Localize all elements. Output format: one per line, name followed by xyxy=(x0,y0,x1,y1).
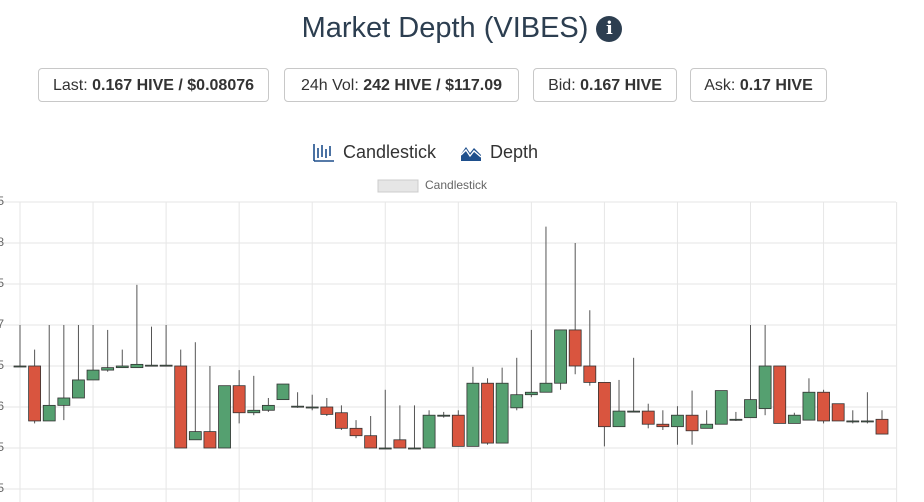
candle-body xyxy=(115,365,129,369)
stat-box: 24h Vol: 242 HIVE / $117.09 xyxy=(284,68,519,102)
candle-body xyxy=(831,403,845,422)
candlestick-icon xyxy=(313,144,334,162)
title-row: Market Depth (VIBES) i xyxy=(0,12,924,45)
candle-body xyxy=(72,379,85,399)
stat-box: Last: 0.167 HIVE / $0.08076 xyxy=(38,68,269,102)
stat-value: 242 HIVE / $117.09 xyxy=(363,77,503,94)
tab-label: Candlestick xyxy=(343,142,437,162)
candle-body xyxy=(232,385,246,414)
legend-swatch xyxy=(377,179,419,193)
candle-body xyxy=(860,420,874,423)
candle-body xyxy=(159,364,173,367)
candle-body xyxy=(524,391,538,396)
candle-body xyxy=(86,369,100,381)
candle-body xyxy=(393,439,407,449)
candle-body xyxy=(714,390,728,425)
tab-depth[interactable]: Depth xyxy=(460,140,538,164)
candle-body xyxy=(378,447,392,450)
candle-body xyxy=(364,435,378,449)
stat-label: Ask: xyxy=(704,77,736,94)
depth-icon xyxy=(460,147,482,161)
candle-body xyxy=(130,363,144,369)
page-title: Market Depth (VIBES) xyxy=(301,12,589,44)
candle-body xyxy=(554,329,567,384)
candle-body xyxy=(685,414,699,432)
candle-body xyxy=(802,391,816,421)
stat-value: 0.167 HIVE / $0.08076 xyxy=(92,77,255,94)
info-icon[interactable]: i xyxy=(596,16,623,42)
candle-body xyxy=(320,406,334,415)
candle-body xyxy=(700,423,714,429)
candle-body xyxy=(846,420,860,423)
candle-body xyxy=(875,418,889,435)
candle-body xyxy=(598,381,611,428)
stat-value: 0.17 HIVE xyxy=(739,77,813,94)
y-tick-label: 0.175 xyxy=(0,276,4,290)
legend-label: Candlestick xyxy=(425,178,488,192)
candle-body xyxy=(335,412,348,429)
candle-body xyxy=(583,365,597,383)
candle-body xyxy=(57,397,71,406)
candle-body xyxy=(568,329,582,367)
candle-body xyxy=(437,414,451,417)
candle-body xyxy=(539,382,553,393)
candle-body xyxy=(671,414,684,428)
y-tick-label: 0.15 xyxy=(0,481,4,495)
candle-body xyxy=(174,365,188,449)
candle-body xyxy=(13,365,27,368)
candle-body xyxy=(145,364,158,367)
candle-body xyxy=(510,394,524,409)
candle-body xyxy=(495,382,509,444)
candle-body xyxy=(188,431,202,441)
candle-body xyxy=(817,391,830,422)
y-tick-label: 0.165 xyxy=(0,358,4,372)
stat-label: 24h Vol: xyxy=(300,77,359,94)
stat-box: Bid: 0.167 HIVE xyxy=(533,68,677,102)
candle-body xyxy=(627,410,641,413)
candle-body xyxy=(787,414,801,424)
candle-body xyxy=(422,414,436,449)
stat-label: Bid: xyxy=(548,77,576,94)
candle-body xyxy=(203,431,217,449)
candle-body xyxy=(305,406,319,409)
candle-body xyxy=(42,404,56,422)
candle-body xyxy=(408,447,421,450)
y-tick-label: 0.17 xyxy=(0,317,4,331)
tab-label: Depth xyxy=(490,142,539,162)
candle-body xyxy=(466,382,480,447)
candle-body xyxy=(247,409,261,414)
candle-body xyxy=(758,365,772,410)
stat-label: Last: xyxy=(52,77,88,94)
candle-body xyxy=(744,399,757,419)
candle-body xyxy=(481,382,494,444)
candle-body xyxy=(773,365,787,424)
candle-body xyxy=(276,383,290,401)
y-tick-label: 0.155 xyxy=(0,440,4,454)
y-tick-label: 0.185 xyxy=(0,194,4,208)
candle-body xyxy=(641,410,655,425)
candle-body xyxy=(612,410,626,428)
candle-body xyxy=(261,404,275,411)
candle-body xyxy=(349,427,363,437)
candle-body xyxy=(291,405,304,408)
y-tick-label: 0.18 xyxy=(0,235,4,249)
candle-body xyxy=(101,367,115,371)
candle-body xyxy=(656,423,670,428)
candle-body xyxy=(28,365,42,422)
tab-candlestick[interactable]: Candlestick xyxy=(313,140,436,164)
candle-body xyxy=(218,385,231,449)
candle-body xyxy=(729,418,743,421)
stat-value: 0.167 HIVE xyxy=(580,77,662,94)
candle-body xyxy=(451,414,465,447)
stat-box: Ask: 0.17 HIVE xyxy=(690,68,827,102)
y-tick-label: 0.16 xyxy=(0,399,4,413)
